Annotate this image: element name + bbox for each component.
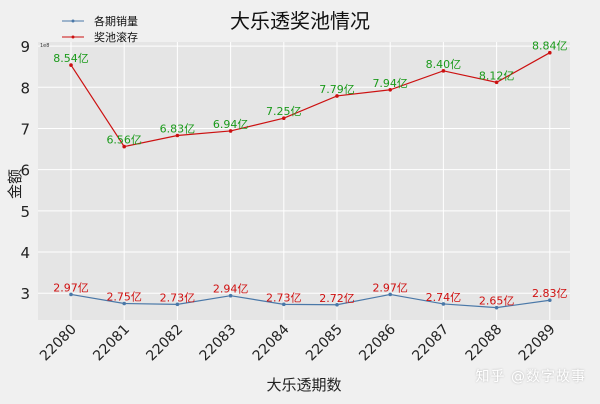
data-label: 2.97亿 — [372, 281, 408, 294]
x-tick-label: 22084 — [250, 321, 293, 364]
x-tick-label: 22085 — [303, 322, 346, 365]
legend-marker-pool — [71, 35, 75, 39]
y-tick-label: 8 — [20, 79, 30, 97]
series-layer — [69, 50, 552, 310]
data-point — [441, 302, 446, 306]
grid-lines — [38, 42, 570, 320]
y-tick-label: 6 — [20, 162, 30, 180]
data-point — [228, 129, 233, 133]
y-tick-label: 7 — [20, 120, 30, 138]
data-label: 7.94亿 — [372, 77, 408, 90]
data-point — [335, 94, 339, 98]
x-tick-label: 22086 — [356, 321, 399, 364]
data-label: 8.84亿 — [532, 40, 568, 53]
data-point — [441, 69, 446, 73]
data-label: 7.25亿 — [266, 105, 302, 118]
data-label: 6.94亿 — [213, 118, 249, 131]
data-point — [548, 50, 552, 55]
data-point — [122, 301, 126, 306]
data-label: 2.97亿 — [53, 281, 89, 294]
y-tick-label: 4 — [20, 244, 30, 262]
x-axis-label: 大乐透期数 — [266, 376, 341, 394]
series-line-1 — [70, 52, 551, 148]
data-point — [69, 292, 73, 297]
data-point — [122, 144, 126, 149]
x-tick-label: 22080 — [37, 322, 80, 365]
data-label: 2.83亿 — [532, 287, 568, 300]
series-line-0 — [70, 293, 550, 309]
y-axis-multiplier: 1e8 — [40, 43, 49, 49]
data-label: 2.74亿 — [426, 291, 462, 304]
data-point — [175, 133, 180, 138]
data-label: 6.56亿 — [106, 134, 142, 147]
data-label: 2.75亿 — [106, 291, 142, 304]
legend: 各期销量 奖池滚存 — [62, 14, 138, 44]
x-tick-label: 22083 — [197, 322, 240, 365]
x-tick-label: 22087 — [409, 322, 452, 365]
legend-label-sales: 各期销量 — [94, 14, 138, 28]
data-point — [282, 302, 286, 307]
data-label: 2.94亿 — [213, 283, 249, 296]
y-axis-label: 金额 — [6, 169, 24, 199]
data-label: 7.79亿 — [319, 83, 355, 96]
y-tick-label: 9 — [20, 38, 30, 56]
data-label: 8.12亿 — [479, 69, 515, 82]
data-point — [388, 87, 393, 92]
x-tick-label: 22082 — [143, 322, 186, 365]
x-tick-label: 22081 — [90, 322, 133, 365]
plot-background — [38, 42, 570, 320]
chart-title: 大乐透奖池情况 — [230, 9, 370, 33]
data-point — [335, 302, 339, 307]
data-point — [548, 298, 552, 303]
data-point — [175, 302, 180, 307]
data-point — [494, 305, 499, 310]
data-label: 8.54亿 — [53, 52, 89, 65]
watermark-text: 知乎 @数字故事 — [475, 369, 586, 385]
data-label: 2.65亿 — [479, 295, 515, 308]
y-tick-label: 5 — [20, 203, 30, 221]
data-label: 2.72亿 — [319, 292, 355, 305]
legend-label-pool: 奖池滚存 — [94, 30, 138, 44]
data-point — [228, 293, 233, 298]
x-tick-label: 22088 — [463, 322, 506, 365]
data-label: 2.73亿 — [160, 291, 196, 304]
data-point — [494, 80, 499, 85]
data-label: 6.83亿 — [160, 122, 196, 135]
data-point — [69, 63, 73, 67]
data-labels: 2.97亿 2.75亿 2.73亿 2.94亿 2.73亿 2.72亿 2.97亿 2.74亿… — [53, 40, 567, 308]
x-tick-label: 22089 — [516, 322, 559, 365]
y-tick-label: 3 — [20, 285, 30, 303]
data-point — [282, 116, 286, 120]
legend-marker-sales — [71, 19, 75, 23]
data-label: 8.40亿 — [426, 58, 462, 71]
data-label: 2.73亿 — [266, 291, 302, 304]
data-point — [388, 292, 393, 297]
